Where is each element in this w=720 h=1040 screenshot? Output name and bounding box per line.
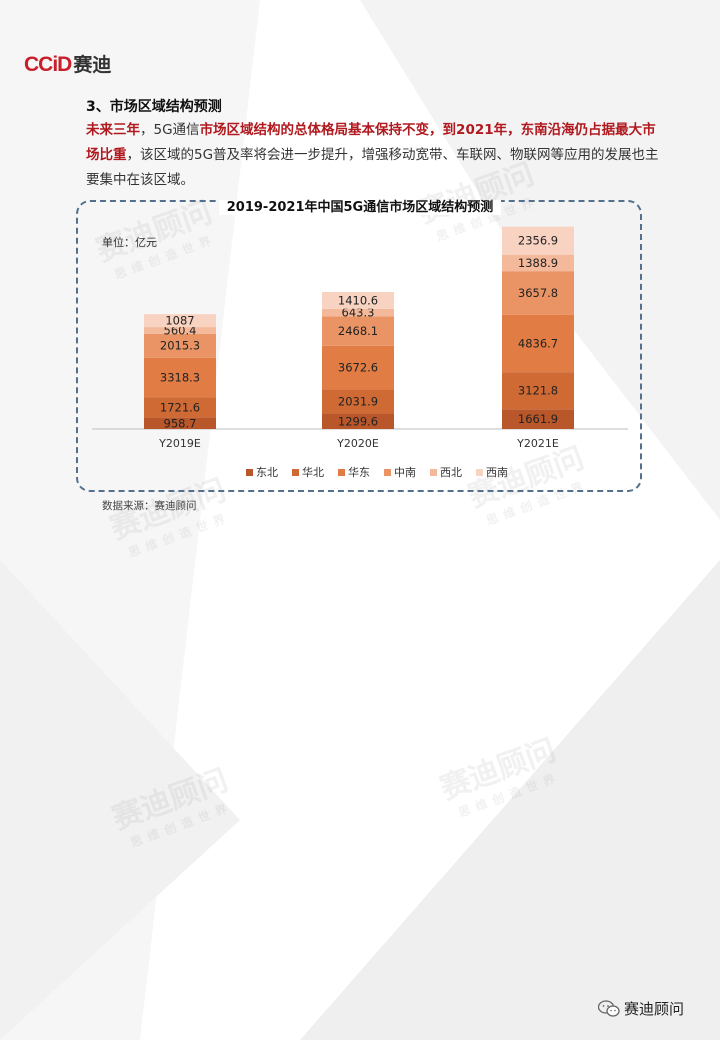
- legend-swatch: [476, 468, 483, 476]
- data-label: 1388.9: [518, 256, 558, 270]
- data-label: 1410.6: [338, 293, 378, 307]
- legend-label: 中南: [394, 466, 416, 479]
- legend-label: 东北: [256, 466, 278, 479]
- ccid-logo: CCiD 赛迪: [24, 50, 111, 77]
- legend-item: 中南: [384, 464, 416, 480]
- bar-segment-西北-Y2021E: [502, 254, 574, 272]
- data-label: 2356.9: [518, 234, 558, 248]
- bar-segment-东北-Y2021E: [502, 409, 574, 429]
- unit-label: 单位：亿元: [102, 236, 157, 249]
- bar-segment-东北-Y2019E: [144, 417, 216, 429]
- legend-item: 西北: [430, 464, 462, 480]
- para-highlight-2: 市场区域结构的总体格局基本保持不变，到2021年，东南沿海仍占据最大市场比重: [86, 122, 656, 163]
- chart-title: 2019-2021年中国5G通信市场区域结构预测: [0, 196, 720, 215]
- data-label: 958.7: [164, 416, 197, 430]
- section-title: 3、市场区域结构预测: [86, 99, 222, 115]
- data-label: 643.3: [342, 306, 375, 320]
- legend-item: 西南: [476, 464, 508, 480]
- bar-segment-西北-Y2019E: [144, 327, 216, 334]
- legend-item: 华北: [292, 464, 324, 480]
- bar-segment-中南-Y2020E: [322, 316, 394, 346]
- x-tick-label: Y2019E: [158, 437, 201, 450]
- data-label: 3672.6: [338, 361, 378, 375]
- legend-label: 华东: [348, 466, 370, 479]
- bar-segment-中南-Y2021E: [502, 271, 574, 315]
- bar-segment-华北-Y2020E: [322, 389, 394, 414]
- para-highlight-1: 未来三年: [86, 122, 140, 138]
- footer-text: 赛迪顾问: [624, 1000, 685, 1018]
- bar-segment-西南-Y2020E: [322, 292, 394, 309]
- data-label: 3318.3: [160, 370, 200, 384]
- x-tick-label: Y2020E: [336, 437, 379, 450]
- bar-segment-华东-Y2021E: [502, 314, 574, 373]
- legend-label: 西北: [440, 466, 462, 479]
- bar-segment-华北-Y2021E: [502, 372, 574, 410]
- data-label: 1087: [165, 314, 194, 328]
- data-label: 4836.7: [518, 336, 558, 350]
- footer-brand: 赛迪顾问: [598, 998, 684, 1019]
- bar-segment-西南-Y2021E: [502, 226, 574, 255]
- legend-label: 华北: [302, 466, 324, 479]
- legend-swatch: [430, 468, 437, 476]
- bar-segment-中南-Y2019E: [144, 333, 216, 358]
- bar-segment-华东-Y2019E: [144, 357, 216, 398]
- wechat-icon: [598, 999, 620, 1017]
- bar-segment-华东-Y2020E: [322, 345, 394, 390]
- data-label: 2031.9: [338, 394, 378, 408]
- logo-cn: 赛迪: [73, 54, 112, 76]
- bar-segment-东北-Y2020E: [322, 413, 394, 429]
- legend-item: 东北: [246, 464, 278, 480]
- para-text-2: ，该区域的5G普及率将会进一步提升，增强移动宽带、车联网、物联网等应用的发展也主…: [86, 147, 659, 188]
- bar-segment-西北-Y2020E: [322, 308, 394, 317]
- data-source: 数据来源：赛迪顾问: [102, 500, 197, 512]
- para-text-1: ，5G通信: [140, 122, 200, 138]
- legend-swatch: [384, 468, 391, 476]
- legend-swatch: [292, 468, 299, 476]
- data-label: 1299.6: [338, 414, 378, 428]
- chart-legend: 东北 华北 华东 中南 西北 西南: [246, 464, 508, 480]
- data-label: 1661.9: [518, 412, 558, 426]
- bar-segment-华北-Y2019E: [144, 397, 216, 418]
- x-tick-label: Y2021E: [516, 437, 559, 450]
- data-label: 3657.8: [518, 286, 558, 300]
- data-label: 2468.1: [338, 324, 378, 338]
- bar-segment-西南-Y2019E: [144, 314, 216, 328]
- logo-mark: CCiD: [24, 53, 72, 76]
- legend-swatch: [338, 468, 345, 476]
- legend-swatch: [246, 468, 253, 476]
- data-label: 2015.3: [160, 339, 200, 353]
- legend-label: 西南: [486, 466, 508, 479]
- legend-item: 华东: [338, 464, 370, 480]
- data-label: 1721.6: [160, 400, 200, 414]
- data-label: 3121.8: [518, 384, 558, 398]
- intro-paragraph: 未来三年，5G通信市场区域结构的总体格局基本保持不变，到2021年，东南沿海仍占…: [86, 118, 666, 193]
